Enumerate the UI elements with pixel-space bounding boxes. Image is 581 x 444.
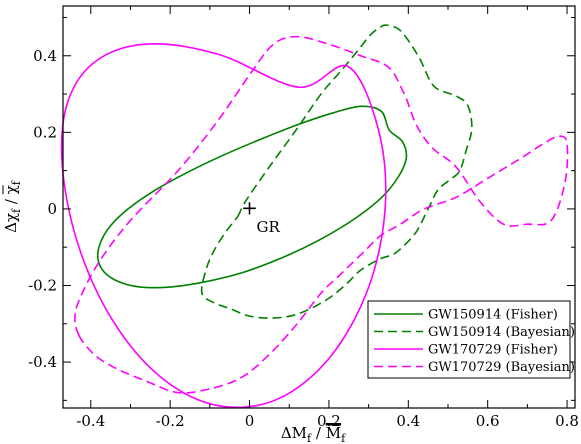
x-axis-label: ΔMf / Mf — [281, 424, 346, 444]
series-line-2 — [60, 43, 387, 409]
y-tick-label-3: 0.2 — [33, 123, 57, 141]
x-axis-label-sub: f — [307, 432, 312, 444]
gr-label: GR — [257, 218, 281, 236]
y-axis-label: Δχf / χf — [2, 180, 23, 233]
x-axis-label-main: ΔM — [281, 424, 307, 442]
legend-label-3: GW170729 (Bayesian) — [428, 360, 575, 375]
y-tick-label-0: -0.4 — [28, 353, 57, 371]
x-tick-label-1: -0.2 — [156, 412, 185, 430]
x-tick-label-0: -0.4 — [76, 412, 105, 430]
y-axis-label-main2: χ — [2, 185, 20, 194]
x-axis-label-main2: M — [326, 424, 341, 442]
y-tick-label-2: 0 — [47, 200, 57, 218]
x-axis-label-sub2: f — [341, 432, 346, 444]
y-axis-label-main: Δχ — [2, 213, 20, 233]
legend-label-1: GW150914 (Bayesian) — [428, 325, 575, 340]
series-layer — [60, 24, 569, 409]
annotation-layer: + GR — [241, 195, 280, 236]
series-line-3 — [74, 35, 569, 394]
series-line-1 — [200, 24, 473, 319]
gr-marker: + — [241, 195, 258, 219]
y-axis-label-sub: f — [10, 208, 23, 213]
x-tick-label-2: 0 — [245, 412, 255, 430]
series-line-0 — [96, 105, 408, 289]
legend-label-0: GW150914 (Fisher) — [428, 308, 558, 323]
plot-frame — [62, 5, 576, 409]
x-tick-label-4: 0.4 — [396, 412, 420, 430]
y-tick-label-4: 0.4 — [33, 47, 57, 65]
x-axis-label-slash: / — [311, 424, 326, 442]
legend-label-2: GW170729 (Fisher) — [428, 343, 558, 358]
legend: GW150914 (Fisher) GW150914 (Bayesian) GW17… — [367, 300, 575, 379]
x-tick-label-5: 0.6 — [476, 412, 500, 430]
y-axis-label-sub2: f — [10, 180, 23, 185]
y-axis-label-slash: / — [2, 194, 20, 209]
x-tick-label-6: 0.8 — [555, 412, 579, 430]
y-tick-label-1: -0.2 — [28, 276, 57, 294]
